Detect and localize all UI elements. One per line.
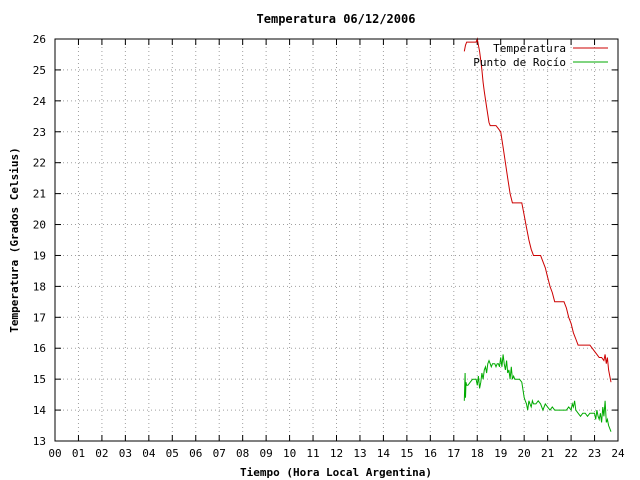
x-tick-label: 05 (166, 447, 179, 460)
x-tick-label: 06 (189, 447, 202, 460)
y-tick-label: 24 (33, 95, 47, 108)
x-tick-label: 03 (119, 447, 132, 460)
x-tick-label: 14 (377, 447, 391, 460)
x-tick-label: 17 (447, 447, 460, 460)
y-tick-label: 25 (33, 64, 46, 77)
series-line-0 (463, 37, 612, 383)
x-tick-label: 16 (424, 447, 437, 460)
x-tick-label: 22 (564, 447, 577, 460)
x-tick-label: 12 (330, 447, 343, 460)
x-tick-label: 00 (48, 447, 61, 460)
x-tick-label: 08 (236, 447, 249, 460)
series-layer (463, 37, 612, 432)
y-tick-label: 16 (33, 342, 46, 355)
y-tick-label: 17 (33, 311, 46, 324)
axis-ticks: 13 14 15 16 17 18 19 20 21 22 23 24 25 26 00 01 02 03 04 05… (33, 33, 625, 460)
y-tick-label: 15 (33, 373, 46, 386)
y-tick-label: 13 (33, 435, 46, 448)
x-tick-label: 24 (611, 447, 625, 460)
x-tick-label: 18 (471, 447, 484, 460)
legend-label: Temperatura (493, 42, 566, 55)
x-tick-label: 13 (353, 447, 366, 460)
legend-label: Punto de Rocío (473, 56, 566, 69)
x-tick-label: 15 (400, 447, 413, 460)
y-tick-label: 18 (33, 280, 46, 293)
x-tick-label: 01 (72, 447, 85, 460)
x-tick-label: 20 (518, 447, 531, 460)
y-tick-label: 20 (33, 219, 46, 232)
series-line-1 (463, 354, 612, 432)
x-tick-label: 09 (260, 447, 273, 460)
x-tick-label: 23 (588, 447, 601, 460)
y-axis-label: Temperatura (Grados Celsius) (8, 147, 21, 332)
x-tick-label: 10 (283, 447, 296, 460)
x-tick-label: 04 (142, 447, 156, 460)
plot-frame (54, 38, 619, 442)
y-tick-label: 19 (33, 249, 46, 262)
x-tick-label: 19 (494, 447, 507, 460)
y-tick-label: 26 (33, 33, 46, 46)
x-axis-label: Tiempo (Hora Local Argentina) (240, 466, 432, 479)
y-tick-label: 22 (33, 157, 46, 170)
x-tick-label: 07 (213, 447, 226, 460)
x-tick-label: 02 (95, 447, 108, 460)
grid (55, 39, 618, 441)
x-tick-label: 11 (306, 447, 319, 460)
y-tick-label: 23 (33, 126, 46, 139)
y-tick-label: 14 (33, 404, 47, 417)
chart-title: Temperatura 06/12/2006 (257, 12, 416, 26)
y-tick-label: 21 (33, 188, 46, 201)
x-tick-label: 21 (541, 447, 554, 460)
